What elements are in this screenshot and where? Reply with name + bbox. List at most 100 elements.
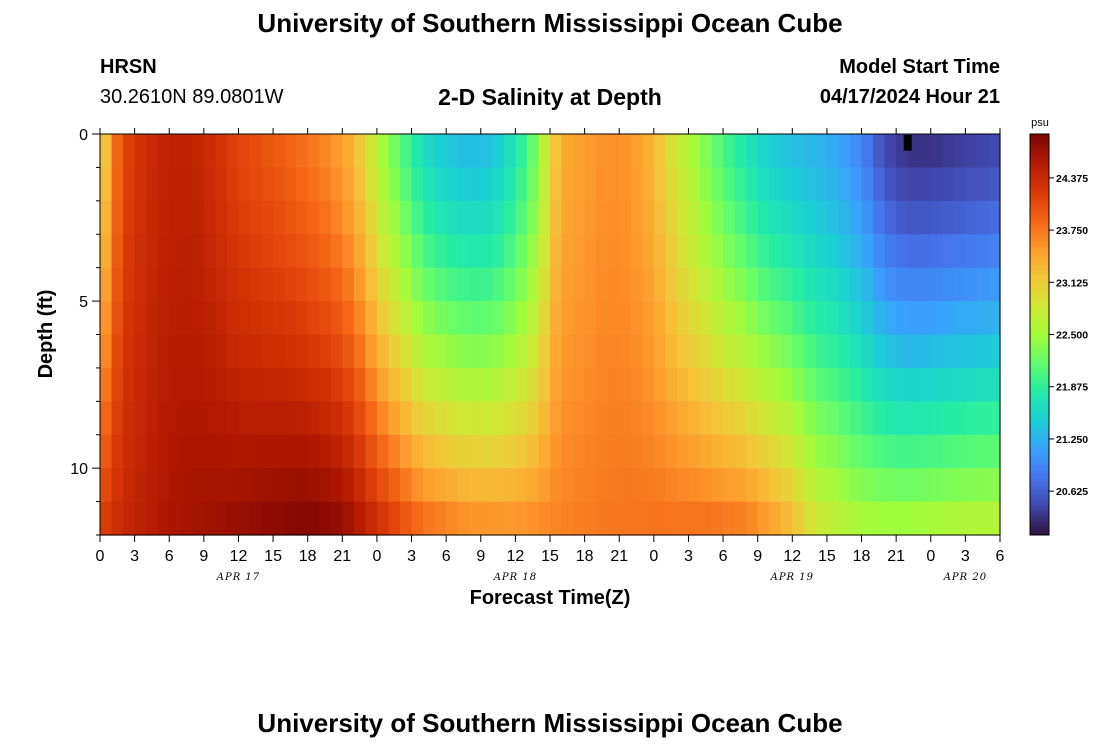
heatmap-cell <box>803 434 816 469</box>
heatmap-cell <box>665 200 678 235</box>
heatmap-cell <box>907 501 920 536</box>
heatmap-cell <box>261 301 274 336</box>
heatmap-cell <box>792 234 805 269</box>
heatmap-cell <box>284 267 297 302</box>
heatmap-cell <box>388 234 401 269</box>
heatmap-cell <box>515 134 528 169</box>
heatmap-cell <box>688 334 701 369</box>
heatmap-cell <box>850 401 863 436</box>
heatmap-cell <box>526 267 540 302</box>
heatmap-cell <box>746 367 759 402</box>
heatmap-cell <box>100 468 113 503</box>
heatmap-cell <box>896 301 909 336</box>
heatmap-cell <box>226 234 240 269</box>
heatmap-cell <box>596 234 609 269</box>
heatmap-cell <box>619 434 632 469</box>
heatmap-cell <box>215 334 228 369</box>
heatmap-cell <box>169 367 182 402</box>
heatmap-cell <box>780 234 793 269</box>
heatmap-cell <box>215 434 228 469</box>
heatmap-cell <box>469 501 482 536</box>
heatmap-cell <box>157 167 170 202</box>
heatmap-cell <box>515 234 528 269</box>
heatmap-cell <box>676 167 690 202</box>
heatmap-cell <box>226 334 240 369</box>
heatmap-cell <box>192 200 205 235</box>
heatmap-cell <box>769 367 782 402</box>
heatmap-cell <box>526 167 540 202</box>
heatmap-cell <box>261 434 274 469</box>
heatmap-cell <box>642 134 655 169</box>
heatmap-cell <box>296 468 309 503</box>
heatmap-cell <box>342 501 355 536</box>
heatmap-cell <box>780 401 793 436</box>
x-tick-label: 9 <box>199 548 208 565</box>
heatmap-cell <box>550 267 563 302</box>
heatmap-cell <box>757 334 770 369</box>
heatmap-cell <box>780 501 793 536</box>
heatmap-cell <box>757 134 770 169</box>
heatmap-cell <box>307 301 320 336</box>
heatmap-cell <box>480 434 493 469</box>
heatmap-cell <box>942 434 955 469</box>
heatmap-cell <box>965 468 978 503</box>
heatmap-cell <box>653 468 666 503</box>
heatmap-cell <box>284 301 297 336</box>
heatmap-cell <box>157 200 170 235</box>
heatmap-cell <box>342 234 355 269</box>
heatmap-cell <box>342 267 355 302</box>
heatmap-cell <box>538 134 551 169</box>
heatmap-cell <box>365 401 378 436</box>
heatmap-cell <box>411 334 424 369</box>
heatmap-cell <box>734 501 747 536</box>
heatmap-cell <box>769 301 782 336</box>
heatmap-cell <box>365 334 378 369</box>
heatmap-cell <box>123 501 136 536</box>
heatmap-cell <box>146 301 159 336</box>
heatmap-cell <box>203 501 216 536</box>
heatmap-cell <box>896 401 909 436</box>
heatmap-cell <box>538 501 551 536</box>
heatmap-cell <box>492 134 505 169</box>
heatmap-cell <box>976 234 990 269</box>
heatmap-cell <box>561 167 574 202</box>
heatmap-cell <box>688 167 701 202</box>
heatmap-cell <box>861 468 874 503</box>
heatmap-cell <box>942 167 955 202</box>
heatmap-cell <box>330 501 343 536</box>
colorbar-tick-label: 22.500 <box>1056 330 1088 342</box>
heatmap-cell <box>457 234 470 269</box>
heatmap-cell <box>942 301 955 336</box>
heatmap-cell <box>988 134 1001 169</box>
heatmap-cell <box>896 367 909 402</box>
heatmap-cell <box>342 334 355 369</box>
heatmap-cell <box>792 267 805 302</box>
heatmap-cell <box>861 200 874 235</box>
heatmap-cell <box>584 468 597 503</box>
heatmap-cell <box>873 301 886 336</box>
heatmap-cell <box>296 234 309 269</box>
heatmap-cell <box>550 301 563 336</box>
heatmap-cell <box>826 301 840 336</box>
heatmap-cell <box>261 501 274 536</box>
heatmap-cell <box>273 167 286 202</box>
heatmap-cell <box>942 267 955 302</box>
x-tick-label: 3 <box>684 548 693 565</box>
heatmap-cell <box>815 301 828 336</box>
heatmap-cell <box>653 200 666 235</box>
heatmap-cell <box>723 501 736 536</box>
heatmap-cell <box>780 434 793 469</box>
heatmap-cell <box>850 501 863 536</box>
heatmap-cell <box>873 167 886 202</box>
heatmap-cell <box>526 301 540 336</box>
heatmap-cell <box>538 367 551 402</box>
heatmap-cell <box>353 334 366 369</box>
heatmap-cell <box>826 501 840 536</box>
heatmap-cell <box>503 334 516 369</box>
heatmap-cell <box>850 167 863 202</box>
heatmap-cell <box>873 434 886 469</box>
heatmap-cell <box>700 167 713 202</box>
heatmap-cell <box>273 401 286 436</box>
heatmap-cell <box>734 468 747 503</box>
heatmap-cell <box>100 200 113 235</box>
